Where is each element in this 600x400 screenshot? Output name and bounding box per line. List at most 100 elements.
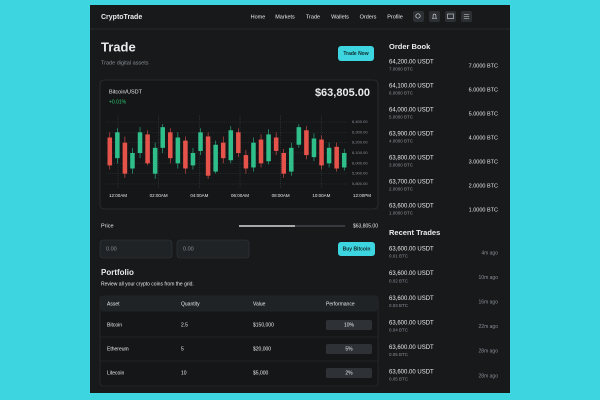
candle-body — [311, 138, 317, 158]
candle-body — [205, 136, 211, 176]
x-tick-label: 12:00AM — [109, 193, 127, 198]
y-tick-label: 6,100.00 — [352, 150, 368, 155]
table-cell: 10 — [181, 370, 187, 376]
order-amount: 5.0000 BTC — [389, 115, 414, 120]
price-field-value: $63,805.00 — [353, 223, 378, 229]
order-amount: 2.0000 BTC — [389, 187, 414, 192]
y-tick-label: 5,800.00 — [352, 181, 368, 186]
y-tick-label: 5,900.00 — [352, 171, 368, 176]
trade-now-label[interactable]: Trade Now — [343, 51, 368, 57]
candle-body — [251, 142, 256, 168]
order-price: 63,600.00 USDT — [389, 204, 434, 210]
performance-value: 5% — [345, 346, 353, 352]
order-total: 1.0000 BTC — [469, 207, 498, 213]
search-icon[interactable] — [413, 11, 424, 22]
nav-item[interactable]: Wallets — [331, 14, 349, 20]
order-total: 6.0000 BTC — [469, 87, 498, 93]
table-cell: Litecoin — [107, 370, 124, 376]
bell-glyph — [431, 13, 438, 19]
performance-pill — [326, 368, 372, 378]
candle-body — [220, 142, 226, 159]
performance-value: 10% — [344, 322, 355, 328]
performance-pill — [326, 320, 372, 330]
order-amount: 4.0000 BTC — [389, 139, 414, 144]
table-header — [100, 296, 378, 312]
candle-body — [296, 127, 302, 145]
trade-amount: 0.02 BTC — [389, 278, 409, 283]
trade-price: 63,600.00 USDT — [389, 320, 434, 326]
x-tick-label: 10:00AM — [312, 193, 330, 198]
page-subtitle: Trade digital assets — [101, 60, 149, 66]
trade-time: 10m ago — [479, 275, 499, 281]
y-tick-label: 6,200.00 — [352, 140, 368, 145]
order-amount: 7.0000 BTC — [389, 67, 414, 72]
nav-item[interactable]: Trade — [306, 14, 320, 20]
order-book-title: Order Book — [389, 42, 431, 51]
order-price: 64,000.00 USDT — [389, 108, 434, 114]
logo[interactable]: CryptoTrade — [101, 14, 142, 21]
table-cell: $5,000 — [253, 370, 269, 376]
candle-body — [258, 139, 264, 164]
buy-button[interactable] — [338, 242, 375, 256]
candle-body — [190, 153, 196, 166]
y-tick-label: 6,300.00 — [352, 129, 368, 134]
trade-amount: 0.05 BTC — [389, 377, 409, 382]
y-tick-label: 6,000.00 — [352, 160, 368, 165]
trade-now-button[interactable] — [338, 46, 374, 61]
x-tick-label: 02:00AM — [150, 193, 168, 198]
pair-label: Bitcoin/USDT — [109, 89, 143, 95]
trade-time: 16m ago — [479, 300, 499, 306]
candle-body — [281, 153, 286, 174]
x-tick-label: 04:00AM — [190, 193, 208, 198]
candle-body — [341, 153, 347, 168]
column-header: Performance — [326, 301, 355, 307]
trade-amount: 0.03 BTC — [389, 303, 409, 308]
order-amount: 1.0000 BTC — [389, 211, 414, 216]
trade-price: 63,600.00 USDT — [389, 271, 434, 277]
x-tick-label: 08:00AM — [272, 193, 290, 198]
trade-price: 63,600.00 USDT — [389, 247, 434, 253]
candle-body — [145, 134, 150, 164]
column-header: Quantity — [181, 301, 200, 307]
candle-body — [228, 130, 234, 161]
trade-time: 4m ago — [481, 250, 498, 256]
candle-body — [236, 132, 241, 153]
performance-value: 2% — [345, 370, 353, 376]
table-cell: $20,000 — [253, 346, 271, 352]
nav-item[interactable]: Home — [251, 14, 266, 20]
order-price: 64,200.00 USDT — [389, 60, 434, 66]
mail-glyph — [447, 13, 454, 19]
column-header: Value — [253, 301, 266, 307]
order-price: 63,700.00 USDT — [389, 180, 434, 186]
buy-label[interactable]: Buy Bitcoin — [343, 246, 371, 252]
candle-body — [175, 137, 181, 164]
mail-icon[interactable] — [445, 11, 456, 22]
nav-item[interactable]: Orders — [360, 14, 377, 20]
trade-price: 63,600.00 USDT — [389, 345, 434, 351]
candle-body — [137, 132, 143, 153]
nav-item[interactable]: Markets — [275, 14, 295, 20]
table-cell: Ethereum — [107, 346, 129, 352]
change-label: +0.01% — [109, 99, 127, 105]
table-cell: 5 — [181, 346, 184, 352]
trade-amount: 0.04 BTC — [389, 327, 409, 332]
candle-body — [289, 147, 294, 172]
bell-icon[interactable] — [429, 11, 440, 22]
recent-trades-title: Recent Trades — [389, 228, 440, 237]
input-value[interactable]: 0.00 — [106, 246, 117, 252]
order-amount: 6.0000 BTC — [389, 91, 414, 96]
portfolio-title: Portfolio — [101, 268, 134, 277]
x-tick-label: 06:00AM — [231, 193, 249, 198]
nav-item[interactable]: Profile — [387, 14, 403, 20]
input-box[interactable] — [176, 239, 250, 259]
column-header: Asset — [107, 301, 120, 307]
order-total: 7.0000 BTC — [469, 63, 498, 69]
candle-body — [152, 147, 158, 174]
portfolio-table — [99, 295, 379, 387]
input-box[interactable] — [99, 239, 173, 259]
trade-time: 22m ago — [479, 324, 499, 330]
trade-price: 63,600.00 USDT — [389, 370, 434, 376]
input-value[interactable]: 0.00 — [183, 246, 194, 252]
